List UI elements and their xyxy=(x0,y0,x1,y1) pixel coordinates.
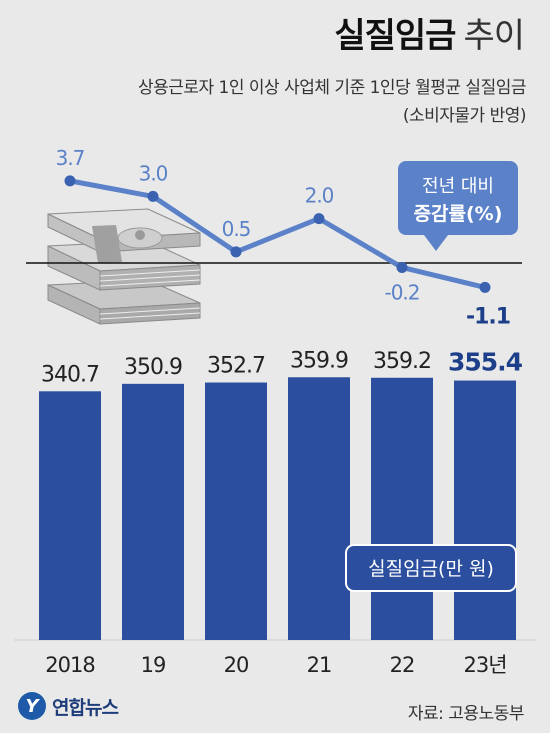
chart-subtitle: 상용근로자 1인 이상 사업체 기준 1인당 월평균 실질임금 (소비자물가 반… xyxy=(137,74,527,130)
category-tick-label: 22 xyxy=(390,653,415,677)
bar xyxy=(205,382,267,640)
line-point xyxy=(147,190,159,202)
line-legend-box xyxy=(398,161,518,235)
bar-legend: 실질임금(만 원) xyxy=(345,544,517,592)
line-point xyxy=(230,246,242,258)
growth-rate-line xyxy=(69,178,486,290)
bar-value-label: 359.9 xyxy=(290,348,348,373)
line-legend-text-2: 증감률(%) xyxy=(414,203,503,225)
bar-value-label: 359.2 xyxy=(373,349,431,374)
line-value-label: 3.7 xyxy=(56,146,85,170)
line-value-label: -0.2 xyxy=(384,280,419,304)
bar-value-label: 355.4 xyxy=(448,348,523,377)
category-tick-label: 23년 xyxy=(463,653,506,677)
bar-legend-text: 실질임금(만 원) xyxy=(368,558,494,580)
money-stack-icon xyxy=(47,208,201,325)
title-bold: 실질임금 xyxy=(334,16,456,56)
bar xyxy=(122,383,184,640)
bar-value-label: 350.9 xyxy=(124,355,182,380)
category-tick-label: 21 xyxy=(307,653,332,677)
bar xyxy=(371,377,433,640)
yonhap-logo: Y 연합뉴스 xyxy=(18,692,119,720)
line-value-label: -1.1 xyxy=(466,304,510,329)
bar-value-label: 352.7 xyxy=(207,354,265,379)
category-tick-label: 20 xyxy=(224,653,249,677)
line-value-label: 0.5 xyxy=(222,217,251,241)
subtitle-line2: (소비자물가 반영) xyxy=(402,106,527,126)
chart-title: 실질임금 추이 xyxy=(334,8,525,57)
line-point xyxy=(64,175,76,187)
bar-legend-box xyxy=(345,544,517,592)
line-point xyxy=(479,281,491,293)
bar-value-label: 340.7 xyxy=(41,362,99,387)
logo-text: 연합뉴스 xyxy=(52,696,119,719)
line-value-label: 3.0 xyxy=(139,161,168,185)
title-light: 추이 xyxy=(463,16,525,56)
category-tick-label: 19 xyxy=(141,653,166,677)
bar xyxy=(288,377,350,640)
bar xyxy=(39,391,101,640)
line-legend-pointer xyxy=(424,235,448,251)
logo-mark-icon: Y xyxy=(18,692,46,720)
line-point xyxy=(313,213,325,225)
category-tick-label: 2018 xyxy=(45,653,94,677)
source-note: 자료: 고용노동부 xyxy=(407,704,525,724)
bar xyxy=(454,380,516,640)
line-legend-text-1: 전년 대비 xyxy=(422,176,494,197)
line-point xyxy=(396,261,408,273)
subtitle-line1: 상용근로자 1인 이상 사업체 기준 1인당 월평균 실질임금 xyxy=(137,78,527,98)
line-value-label: 2.0 xyxy=(305,184,334,208)
